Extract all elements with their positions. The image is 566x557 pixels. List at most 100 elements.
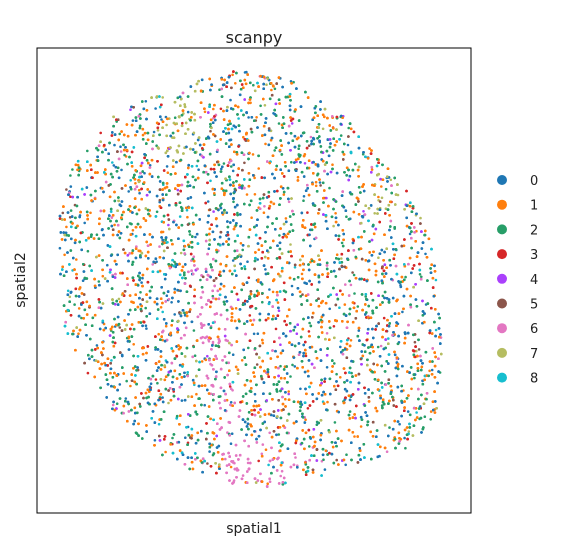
scatter-point [86, 149, 89, 153]
scatter-point [423, 415, 427, 419]
scatter-point [141, 276, 144, 280]
scatter-point [120, 213, 124, 217]
scatter-point [123, 153, 126, 157]
scatter-point [331, 163, 334, 166]
scatter-point [323, 468, 327, 471]
scatter-point [119, 145, 122, 148]
scatter-point [127, 190, 130, 193]
scatter-point [268, 431, 272, 435]
scatter-point [157, 422, 161, 426]
scatter-point [376, 345, 380, 349]
scatter-point [333, 421, 337, 424]
scatter-point [385, 450, 389, 454]
scatter-point [195, 392, 198, 396]
scatter-point [300, 272, 304, 276]
scatter-point [77, 332, 80, 336]
scatter-point [284, 217, 288, 220]
scatter-point [69, 174, 72, 177]
scatter-point [120, 168, 123, 172]
scatter-point [340, 241, 344, 245]
scatter-point [261, 341, 265, 345]
scatter-point [159, 306, 163, 309]
scatter-point [291, 363, 294, 367]
scatter-point [132, 343, 135, 346]
scatter-point [406, 410, 410, 413]
scatter-point [309, 260, 312, 264]
scatter-point [186, 215, 189, 219]
scatter-point [253, 193, 257, 196]
scatter-point [289, 375, 292, 378]
scatter-point [180, 97, 183, 101]
scatter-point [111, 161, 114, 164]
scatter-point [247, 276, 251, 280]
scatter-point [382, 316, 386, 320]
scatter-point [384, 187, 388, 191]
scatter-point [61, 211, 65, 215]
scatter-point [124, 397, 128, 400]
scatter-point [77, 307, 81, 310]
scatter-point [243, 267, 247, 271]
scatter-point [273, 149, 277, 152]
scatter-point [229, 98, 232, 102]
scatter-point [277, 309, 281, 313]
scatter-point [343, 303, 347, 306]
scatter-point [303, 162, 307, 165]
scatter-point [297, 147, 301, 150]
scatter-point [325, 332, 329, 335]
scatter-point [321, 127, 325, 131]
scatter-point [251, 153, 255, 156]
scatter-point [255, 363, 259, 366]
scatter-point [129, 384, 132, 388]
scatter-point [153, 439, 157, 442]
scatter-point [101, 274, 105, 278]
scatter-point [401, 310, 404, 314]
scatter-point [143, 171, 146, 175]
scatter-point [279, 474, 283, 478]
scatter-point [253, 392, 257, 396]
scatter-point [110, 359, 113, 362]
scatter-point [170, 301, 173, 304]
scatter-point [63, 253, 66, 257]
scatter-point [73, 303, 76, 306]
scatter-point [263, 104, 267, 107]
scatter-point [407, 430, 411, 433]
scatter-point [389, 178, 393, 182]
scatter-point [257, 459, 261, 463]
scatter-point [268, 288, 271, 291]
scatter-point [302, 199, 305, 202]
scatter-point [388, 426, 391, 429]
scatter-point [308, 321, 311, 325]
scatter-point [368, 147, 371, 150]
scatter-point [206, 462, 209, 465]
scatter-point [181, 121, 184, 125]
scatter-point [242, 135, 245, 139]
scatter-point [328, 307, 332, 311]
scatter-point [319, 184, 322, 187]
scatter-point [410, 387, 413, 391]
scatter-point [194, 235, 197, 239]
scatter-point [68, 216, 72, 219]
scatter-point [106, 263, 109, 267]
scatter-point [86, 249, 90, 253]
scatter-point [264, 142, 267, 146]
scatter-point [299, 387, 302, 391]
scatter-point [271, 290, 275, 294]
scatter-point [309, 135, 313, 139]
scatter-point [158, 198, 162, 202]
scatter-point [211, 340, 215, 344]
scatter-point [225, 464, 229, 467]
scatter-point [131, 229, 135, 232]
scatter-point [287, 250, 290, 254]
scatter-point [206, 354, 209, 358]
scatter-point [113, 223, 116, 227]
scatter-point [257, 167, 261, 170]
scatter-point [140, 281, 143, 284]
scatter-point [95, 233, 99, 236]
scatter-point [398, 422, 401, 426]
scatter-point [256, 332, 260, 336]
scatter-point [246, 461, 250, 465]
scatter-point [264, 268, 267, 271]
scatter-point [83, 221, 86, 225]
scatter-points [58, 70, 443, 489]
scatter-point [247, 116, 250, 119]
